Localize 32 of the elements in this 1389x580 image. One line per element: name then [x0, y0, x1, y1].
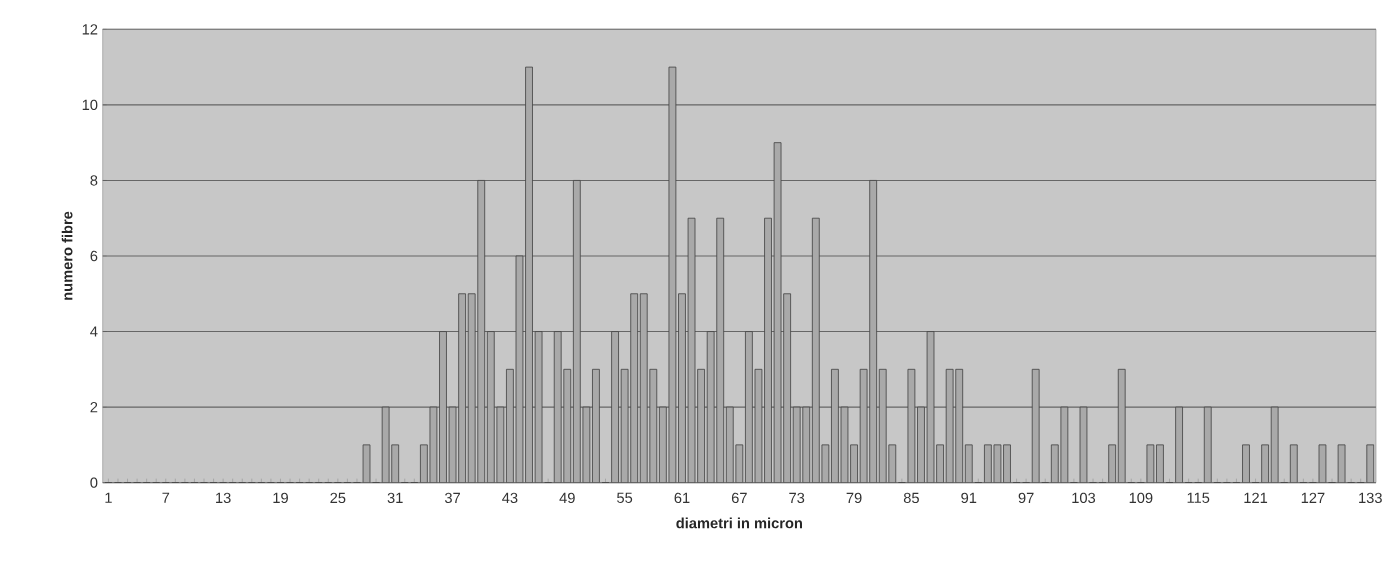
- y-tick-label: 2: [90, 401, 98, 413]
- x-tick-label: 85: [903, 492, 919, 504]
- x-tick-label: 67: [731, 492, 747, 504]
- y-tick-label: 8: [90, 175, 98, 186]
- x-tick-label: 115: [1187, 492, 1210, 503]
- y-axis-title: numero fibre: [61, 211, 73, 300]
- x-tick-label: 73: [789, 492, 805, 504]
- x-tick-label: 91: [961, 492, 977, 504]
- y-tick-label: 4: [90, 326, 98, 337]
- x-tick-label: 121: [1244, 492, 1268, 503]
- x-tick-label: 43: [502, 492, 518, 504]
- x-tick-label: 79: [846, 492, 862, 504]
- y-tick-label: 12: [82, 24, 98, 35]
- x-tick-label: 37: [444, 492, 460, 504]
- x-tick-label: 25: [330, 492, 346, 504]
- x-tick-label: 31: [387, 492, 403, 504]
- x-axis-title: diametri in micron: [676, 517, 802, 529]
- x-tick-label: 109: [1129, 492, 1153, 504]
- x-tick-label: 103: [1072, 492, 1096, 504]
- x-tick-label: 61: [674, 492, 690, 504]
- y-tick-label: 6: [90, 250, 98, 262]
- x-tick-label: 55: [617, 492, 633, 503]
- x-tick-label: 127: [1301, 492, 1325, 503]
- y-tick-label: 0: [90, 477, 98, 488]
- x-tick-label: 13: [216, 492, 231, 504]
- y-tick-label: 10: [82, 99, 98, 111]
- x-tick-label: 133: [1359, 492, 1382, 504]
- x-tick-label: 7: [162, 492, 170, 503]
- x-tick-label: 97: [1018, 492, 1034, 504]
- x-tick-label: 1: [105, 492, 112, 503]
- x-tick-label: 19: [273, 492, 288, 504]
- x-tick-label: 49: [559, 492, 575, 504]
